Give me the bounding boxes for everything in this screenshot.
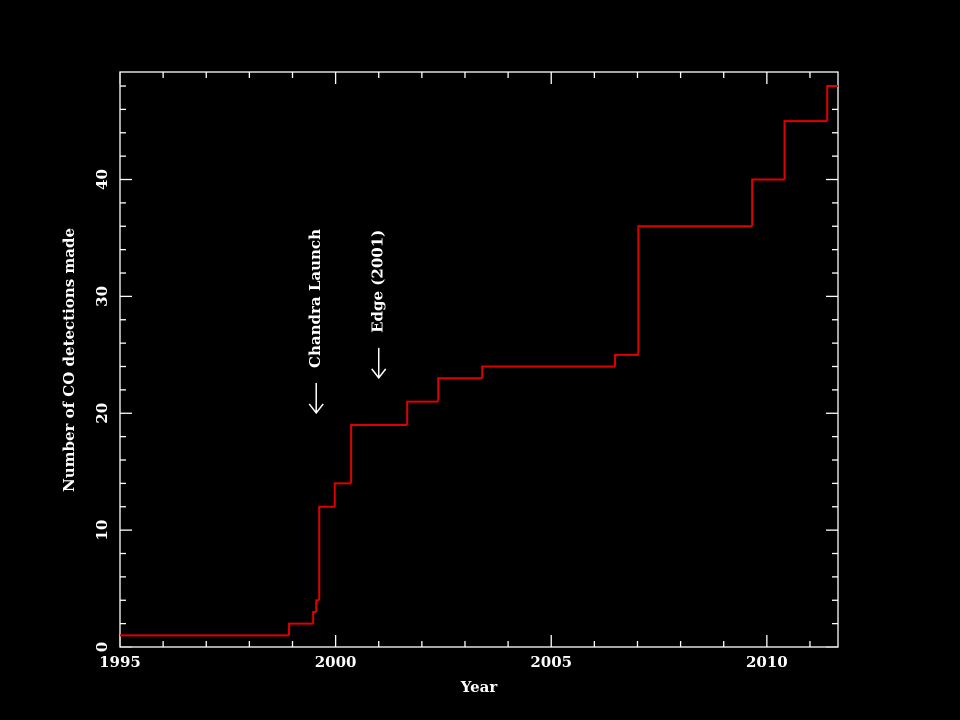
y-tick-label: 20 bbox=[93, 403, 111, 424]
x-tick-label: 1995 bbox=[99, 653, 141, 671]
annotation: Edge (2001) bbox=[369, 230, 387, 333]
step-segment bbox=[751, 178, 785, 227]
step-segment bbox=[406, 400, 439, 425]
x-tick-label: 2005 bbox=[530, 653, 572, 671]
step-segment bbox=[481, 365, 616, 379]
annotation-arrow bbox=[371, 347, 387, 380]
step-segment bbox=[288, 622, 314, 636]
annotation-arrow bbox=[308, 382, 324, 415]
step-segment bbox=[350, 423, 408, 484]
step-segment bbox=[312, 610, 317, 624]
plot-frame bbox=[119, 71, 839, 648]
step-segment bbox=[826, 85, 838, 122]
y-tick-label: 0 bbox=[93, 642, 111, 652]
y-tick-label: 40 bbox=[93, 169, 111, 190]
y-tick-label: 30 bbox=[93, 286, 111, 307]
step-segment bbox=[333, 482, 352, 507]
x-tick-label: 2000 bbox=[315, 653, 357, 671]
step-segment bbox=[637, 225, 753, 355]
step-segment bbox=[315, 599, 320, 612]
y-tick-label: 10 bbox=[93, 520, 111, 541]
step-segment bbox=[783, 120, 828, 180]
x-tick-label: 2010 bbox=[746, 653, 788, 671]
step-segment bbox=[614, 353, 639, 367]
annotation: Chandra Launch bbox=[306, 229, 324, 368]
step-segment bbox=[318, 505, 335, 601]
x-axis-label: Year bbox=[460, 678, 499, 696]
y-axis-label: Number of CO detections made bbox=[60, 228, 78, 492]
step-segment bbox=[437, 377, 483, 402]
